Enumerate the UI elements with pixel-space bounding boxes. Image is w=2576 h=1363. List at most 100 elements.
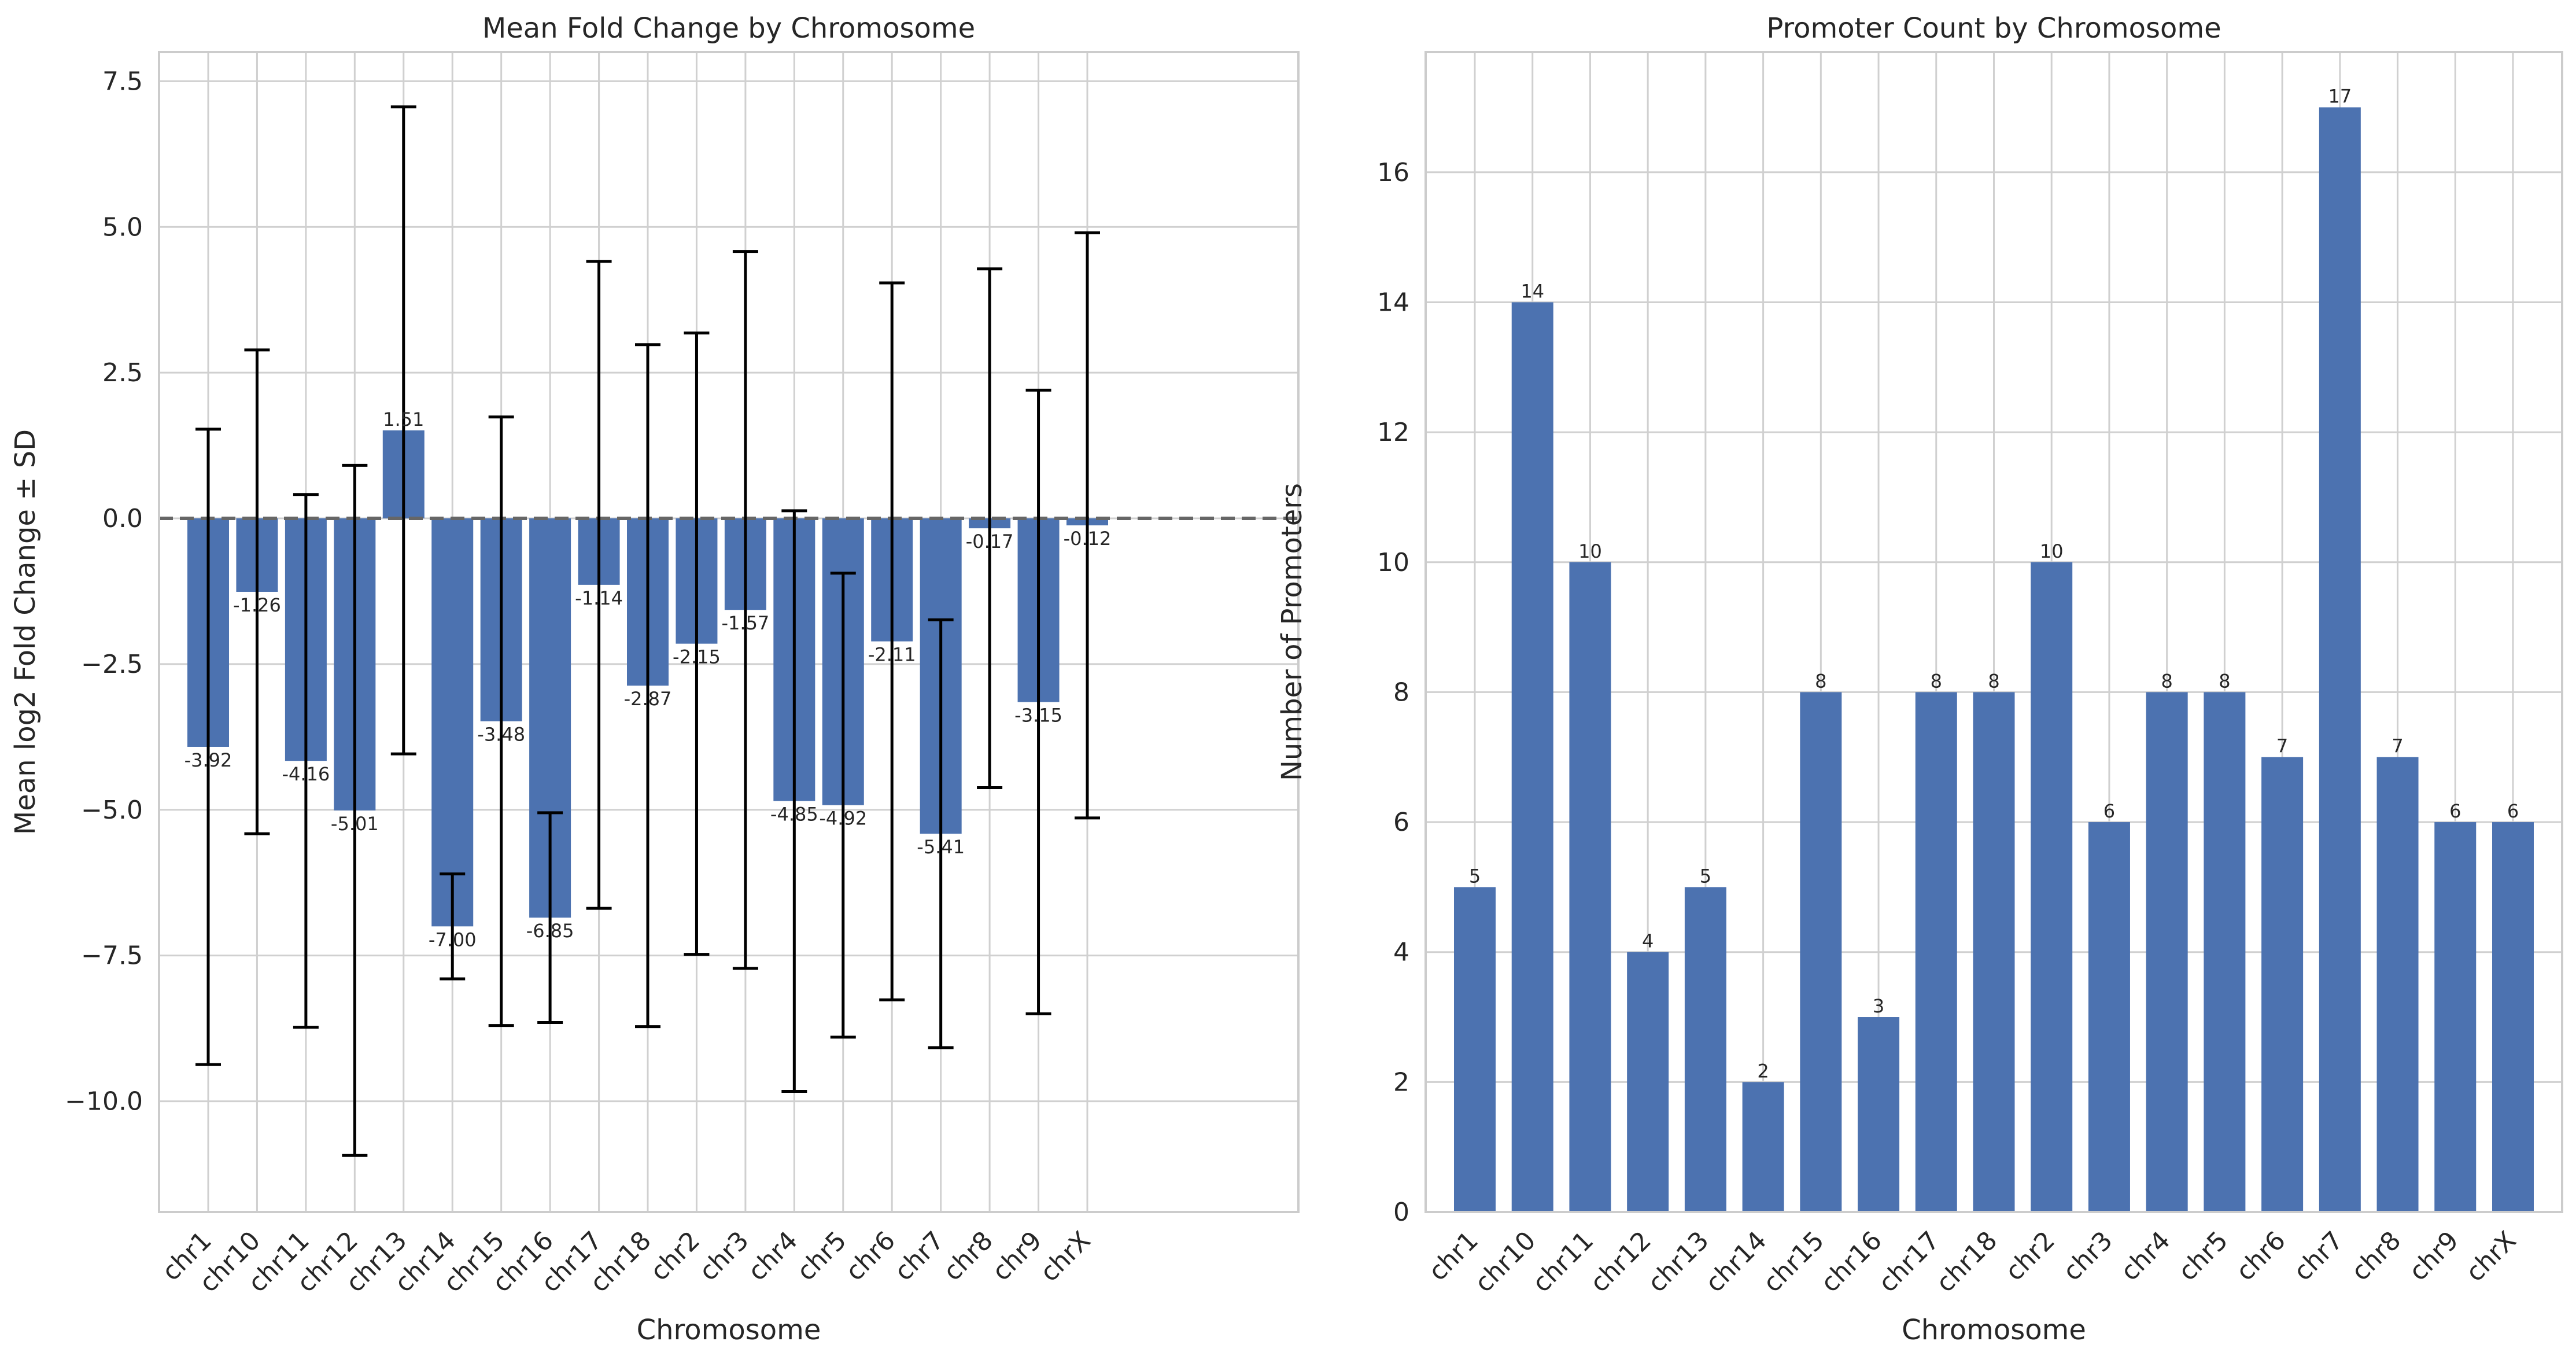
bar-value-label: -1.14 (575, 587, 623, 609)
error-bar (1025, 388, 1051, 1015)
bar-value-label: 6 (2507, 800, 2519, 822)
y-tick-label: 10 (1377, 548, 1409, 577)
bar-value-label: 8 (1931, 670, 1942, 692)
y-tick-label: 16 (1377, 158, 1409, 187)
bar-value-label: 2 (1757, 1060, 1769, 1082)
bar-value-label: -5.01 (331, 813, 379, 835)
y-tick-label: 0.0 (102, 504, 143, 533)
bar (2434, 822, 2477, 1212)
bar (2204, 692, 2246, 1212)
bar-value-label: -6.85 (526, 920, 574, 942)
bar-value-label: 10 (2040, 540, 2064, 562)
y-tick-label: 8 (1393, 677, 1409, 707)
bar (2261, 757, 2304, 1212)
bar-value-label: 10 (1578, 540, 1602, 562)
y-tick-label: −5.0 (81, 795, 143, 825)
fold-change-error-bars (195, 105, 1100, 1157)
bar (1973, 692, 2015, 1212)
error-bar (732, 250, 758, 970)
bar (1569, 562, 1611, 1212)
bar-value-label: 8 (2219, 670, 2230, 692)
bar-value-label: -2.15 (673, 646, 721, 668)
bar-value-label: -2.87 (624, 688, 672, 710)
bar-value-label: 6 (2103, 800, 2115, 822)
fold-change-bar-labels: -3.92 -1.26 -4.16 -5.01 1.51 -7.00 -3.48 -6.85 -… (184, 408, 1112, 951)
bar-value-label: 6 (2449, 800, 2461, 822)
fold-change-y-axis-label: Mean log2 Fold Change ± SD (9, 429, 42, 835)
bar (1915, 692, 1957, 1212)
bar-value-label: -4.16 (282, 763, 330, 785)
error-bar (293, 493, 319, 1029)
bar-value-label: -0.17 (966, 531, 1014, 552)
promoter-count-chart-title: Promoter Count by Chromosome (1766, 12, 2221, 45)
error-bar (586, 260, 612, 910)
bar (2146, 692, 2188, 1212)
error-bar (244, 348, 270, 835)
promoter-count-bar-labels: 5 14 10 4 5 2 8 3 8 8 10 6 8 8 7 17 7 6 6 (1469, 85, 2519, 1082)
bar-value-label: 17 (2328, 85, 2352, 107)
bar-value-label: 14 (1520, 280, 1544, 302)
bar (2492, 822, 2534, 1212)
bar-value-label: -4.85 (770, 804, 818, 826)
y-tick-label: 2 (1393, 1067, 1409, 1097)
bar (1454, 887, 1496, 1212)
bar-value-label: 8 (1815, 670, 1826, 692)
bar-value-label: -1.26 (233, 594, 281, 616)
bar-value-label: -3.48 (477, 724, 525, 746)
y-tick-label: 0 (1393, 1198, 1409, 1227)
y-tick-label: −2.5 (81, 650, 143, 679)
promoter-count-x-axis-label: Chromosome (1902, 1314, 2086, 1346)
bar (1858, 1017, 1900, 1212)
bar-value-label: -5.41 (917, 836, 965, 858)
fold-change-plot-frame (158, 51, 1300, 1213)
bar (1511, 302, 1553, 1213)
fold-change-y-ticks: −10.0 −7.5 −5.0 −2.5 0.0 2.5 5.0 7.5 (65, 67, 143, 1116)
error-bar (342, 463, 368, 1157)
y-tick-label: −7.5 (81, 941, 143, 971)
fold-change-chart-title: Mean Fold Change by Chromosome (482, 12, 975, 45)
bar-value-label: 7 (2276, 735, 2288, 757)
error-bar (928, 618, 954, 1049)
bar-value-label: 5 (1469, 865, 1481, 887)
error-bar (977, 267, 1003, 790)
bar-value-label: -4.92 (819, 808, 867, 830)
bar (2319, 107, 2361, 1212)
bar (431, 518, 474, 927)
bar-value-label: -0.12 (1064, 528, 1112, 550)
bar (2031, 562, 2073, 1212)
error-bar (390, 105, 416, 756)
bar-value-label: -7.00 (429, 929, 477, 951)
promoter-count-bars (1454, 107, 2534, 1213)
promoter-count-plot-frame (1424, 51, 2563, 1213)
bar-value-label: -1.57 (721, 612, 769, 634)
error-bar (781, 509, 807, 1093)
y-tick-label: 12 (1377, 418, 1409, 447)
error-bar (879, 281, 905, 1001)
y-tick-label: 7.5 (102, 67, 143, 96)
bar-value-label: 5 (1700, 865, 1711, 887)
bar-value-label: 1.51 (383, 408, 424, 430)
error-bar (830, 572, 856, 1039)
error-bar (195, 428, 221, 1066)
bar (1627, 952, 1669, 1212)
bar (2088, 822, 2130, 1212)
y-tick-label: 2.5 (102, 358, 143, 388)
error-bar (684, 331, 710, 956)
promoter-count-y-ticks: 0 2 4 6 8 10 12 14 16 (1377, 158, 1409, 1227)
y-tick-label: 6 (1393, 808, 1409, 837)
fold-change-x-axis-label: Chromosome (637, 1314, 821, 1346)
y-tick-label: −10.0 (65, 1087, 143, 1117)
y-tick-label: 4 (1393, 938, 1409, 967)
bar (1742, 1082, 1784, 1212)
y-tick-label: 5.0 (102, 212, 143, 242)
promoter-count-y-axis-label: Number of Promoters (1276, 483, 1308, 781)
bar-value-label: -3.15 (1014, 704, 1062, 726)
bar-value-label: 7 (2392, 735, 2403, 757)
bar (1800, 692, 1842, 1212)
fold-change-chart: -3.92 -1.26 -4.16 -5.01 1.51 -7.00 -3.48 -6.85 -… (9, 12, 1300, 1346)
bar (1684, 887, 1726, 1212)
bar (2376, 757, 2419, 1212)
error-bar (488, 415, 514, 1027)
y-tick-label: 14 (1377, 288, 1409, 317)
bar-value-label: -3.92 (184, 749, 232, 771)
